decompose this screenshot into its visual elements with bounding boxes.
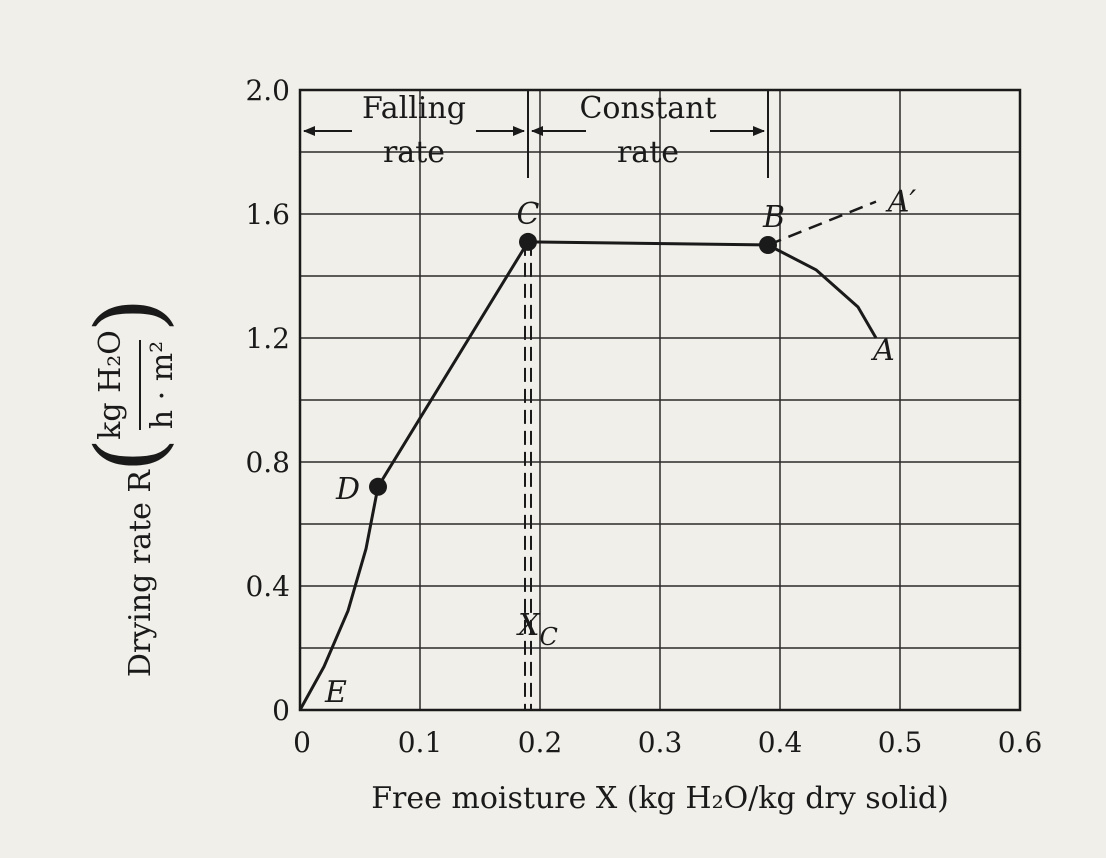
- x-tick-labels: 0 0.1 0.2 0.3 0.4 0.5 0.6: [293, 726, 1042, 759]
- x-axis-label: Free moisture X (kg H₂O/kg dry solid): [371, 781, 949, 816]
- y-tick-label: 0.4: [245, 570, 290, 603]
- x-tick-label: 0.4: [758, 726, 803, 759]
- y-tick-labels: 0 0.4 0.8 1.2 1.6 2.0: [245, 74, 290, 727]
- x-tick-label: 0.6: [998, 726, 1043, 759]
- y-tick-label: 2.0: [245, 74, 290, 107]
- point-label-e: E: [324, 675, 347, 710]
- drying-rate-curve: [298, 240, 878, 711]
- plot-frame: [298, 88, 1022, 712]
- point-marker-d: [369, 477, 387, 496]
- point-marker-b: [759, 236, 777, 254]
- point-label-d: D: [335, 472, 360, 507]
- constant-rate-extension: [767, 200, 877, 247]
- y-axis-paren-close: ): [77, 297, 182, 332]
- labeled-points: C B D A A′ E: [324, 185, 916, 710]
- point-label-b: B: [762, 200, 785, 235]
- critical-moisture-line: XC: [516, 241, 558, 710]
- region-label-line1: Falling: [362, 91, 466, 126]
- point-label-c: C: [517, 197, 540, 232]
- y-axis-units-denominator: h · m²: [145, 341, 180, 429]
- x-tick-label: 0.2: [518, 726, 563, 759]
- region-label-line2: rate: [617, 135, 679, 170]
- point-label-a-prime: A′: [885, 185, 917, 220]
- y-axis-units-numerator: kg H₂O: [93, 330, 128, 440]
- region-label-line2: rate: [383, 135, 445, 170]
- point-label-a: A: [870, 333, 895, 368]
- y-tick-label: 1.2: [245, 322, 290, 355]
- critical-moisture-label: XC: [516, 608, 558, 651]
- y-axis-label-group: Drying rate R ( kg H₂O h · m² ): [77, 297, 182, 677]
- region-annotations: Falling rate Constant rate: [303, 90, 769, 178]
- y-axis-paren-open: (: [77, 437, 182, 472]
- grid-lines: [300, 90, 1020, 710]
- region-label-line1: Constant: [579, 91, 716, 126]
- x-tick-label: 0.5: [878, 726, 923, 759]
- y-tick-label: 1.6: [245, 198, 290, 231]
- y-tick-label: 0.8: [245, 446, 290, 479]
- y-axis-label: Drying rate R: [123, 469, 158, 678]
- point-marker-c: [519, 232, 537, 251]
- x-tick-label: 0.1: [398, 726, 443, 759]
- y-tick-label: 0: [272, 694, 290, 727]
- x-tick-label: 0: [293, 726, 311, 759]
- x-tick-label: 0.3: [638, 726, 683, 759]
